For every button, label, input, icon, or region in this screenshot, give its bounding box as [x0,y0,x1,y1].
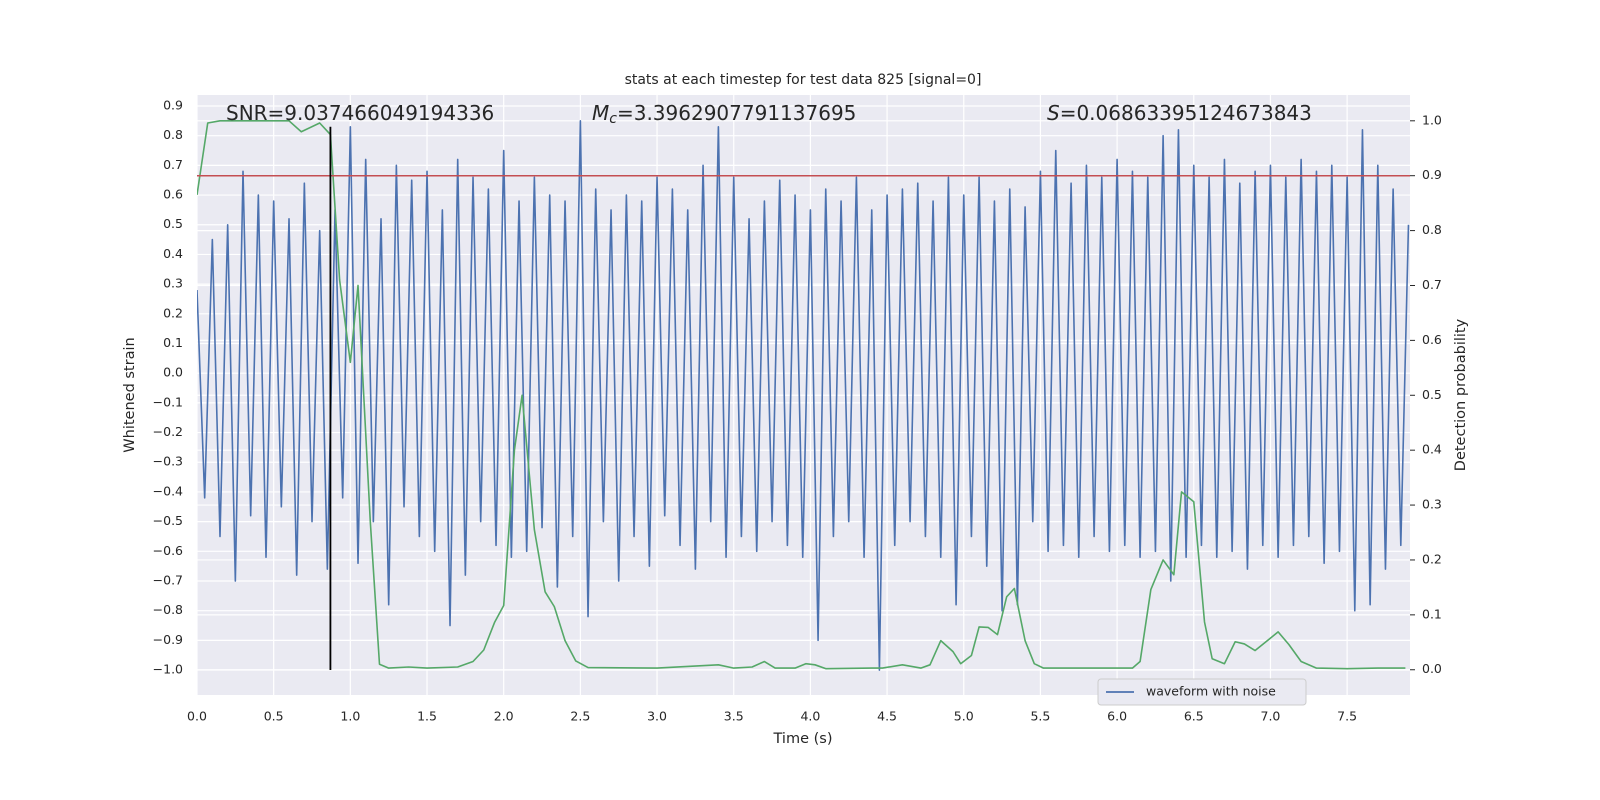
y2-tick-label: 0.7 [1422,277,1442,292]
annotation-text: =3.3962907791137695 [617,101,856,125]
y2-tick-label: 0.2 [1422,551,1442,566]
x-tick-label: 4.0 [800,709,820,724]
marks [197,120,1410,671]
y-tick-label: −0.5 [153,513,183,528]
y-tick-label: 0.7 [163,157,183,172]
annotation: Mc=3.3962907791137695 [592,101,856,128]
series-line [197,120,1406,670]
y2-tick-label: 0.9 [1422,167,1442,182]
x-tick-label: 3.5 [724,709,744,724]
y-tick-label: 0.9 [163,97,183,112]
y-tick-label: −0.7 [153,572,183,587]
y-axis-label: Whitened strain [122,337,138,452]
annotation-symbol: M [592,101,609,125]
legend-label: waveform with noise [1146,684,1276,699]
y2-tick-label: 0.6 [1422,332,1442,347]
y2-tick-label: 0.1 [1422,606,1442,621]
x-tick-label: 7.0 [1261,709,1281,724]
annotation: S=0.06863395124673843 [1047,101,1312,125]
annotation-symbol: S [1047,101,1060,125]
y2-axis-label: Detection probability [1453,318,1469,471]
y-tick-label: 0.8 [163,127,183,142]
legend-box [1097,678,1307,706]
series-line [197,120,1410,671]
y-tick-label: 0.6 [163,187,183,202]
x-tick-label: 2.0 [494,709,514,724]
annotation-text: =0.06863395124673843 [1060,101,1312,125]
x-tick-label: 0.5 [264,709,284,724]
annotation: SNR=9.037466049194336 [226,101,494,125]
y2-tick-label: 1.0 [1422,112,1442,127]
y-tick-label: −0.9 [153,632,183,647]
x-tick-label: 1.0 [340,709,360,724]
x-tick-label: 1.5 [417,709,437,724]
x-tick-label: 6.5 [1184,709,1204,724]
x-tick-label: 4.5 [877,709,897,724]
y2-tick-label: 0.8 [1422,222,1442,237]
x-axis-label: Time (s) [773,731,833,747]
labels: 0.0 0.5 1.0 1.5 2.0 2.5 3.0 3.5 4.0 4.5 5.0 5.5 6.0 6… [153,97,1442,723]
y-tick-label: −0.4 [153,483,183,498]
y-tick-label: −0.2 [153,424,183,439]
y-tick-label: 0.3 [163,276,183,291]
annotation-text: SNR=9.037466049194336 [226,101,494,125]
y-tick-label: 0.5 [163,216,183,231]
y-tick-label: 0.1 [163,335,183,350]
y2-tick-label: 0.5 [1422,387,1442,402]
x-tick-label: 2.5 [570,709,590,724]
x-tick-label: 7.5 [1337,709,1357,724]
x-tick-label: 5.0 [954,709,974,724]
y2-tick-label: 0.3 [1422,497,1442,512]
x-tick-label: 0.0 [187,709,207,724]
y-tick-label: 0.2 [163,305,183,320]
y-tick-label: 0.4 [163,246,183,261]
y2-tick-label: 0.4 [1422,442,1442,457]
y2-tick-label: 0.0 [1422,661,1442,676]
x-tick-label: 6.0 [1107,709,1127,724]
chart-title: stats at each timestep for test data 825… [625,72,982,88]
y-tick-label: −0.6 [153,543,183,558]
x-tick-label: 3.0 [647,709,667,724]
y-tick-label: −0.8 [153,602,183,617]
x-tick-label: 5.5 [1030,709,1050,724]
y-tick-label: −1.0 [153,662,183,677]
y-tick-label: 0.0 [163,365,183,380]
y-tick-label: −0.3 [153,454,183,469]
annotation-subscript: c [609,111,617,127]
y-tick-label: −0.1 [153,394,183,409]
